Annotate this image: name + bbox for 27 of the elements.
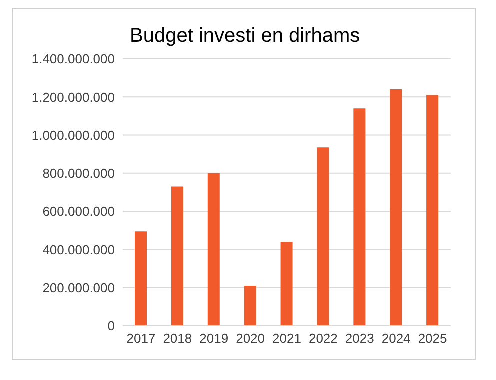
bar [390,90,402,326]
y-tick-label: 400.000.000 [42,242,115,258]
bar [354,108,366,326]
x-tick-label: 2023 [345,331,374,346]
chart-title: Budget investi en dirhams [130,25,360,48]
y-tick-label: 600.000.000 [42,204,115,220]
bar [426,95,439,326]
x-tick-label: 2022 [308,331,338,346]
x-tick-label: 2019 [200,331,229,346]
x-tick-label: 2020 [236,331,266,346]
y-tick-label: 1.000.000.000 [32,128,115,143]
bar [135,232,147,326]
bar [280,242,293,326]
bar [244,286,256,326]
y-tick-label: 800.000.000 [42,166,115,182]
x-tick-label: 2018 [163,331,192,346]
x-tick-label: 2024 [382,331,411,346]
bar [171,186,184,326]
x-tick-label: 2021 [272,331,302,346]
x-tick-label: 2025 [418,331,448,346]
y-tick-label: 0 [108,318,115,334]
bar [317,148,330,326]
bar [208,173,220,326]
y-tick-label: 200.000.000 [42,280,115,296]
y-tick-label: 1.200.000.000 [32,90,115,105]
y-tick-label: 1.400.000.000 [32,52,115,67]
x-tick-label: 2017 [126,331,156,346]
